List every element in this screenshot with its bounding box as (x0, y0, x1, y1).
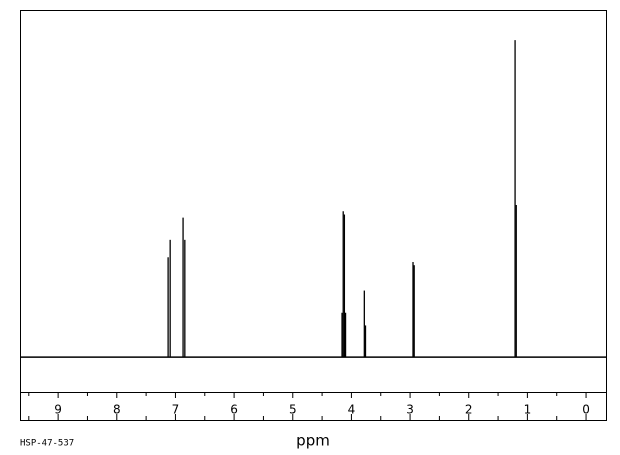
x-tick-label: 7 (172, 403, 180, 417)
x-tick-label: 0 (582, 403, 590, 417)
x-tick-label: 8 (113, 403, 121, 417)
x-tick-label: 2 (465, 403, 473, 417)
x-tick-label: 6 (230, 403, 238, 417)
x-tick-label: 9 (54, 403, 62, 417)
x-tick-label: 5 (289, 403, 297, 417)
annotation: HSP-47-537 (20, 439, 74, 449)
x-tick-label: 1 (524, 403, 532, 417)
frame (20, 10, 607, 421)
x-tick-label: 3 (406, 403, 414, 417)
x-tick-label: 4 (348, 403, 356, 417)
x-axis-label: ppm (296, 432, 330, 450)
